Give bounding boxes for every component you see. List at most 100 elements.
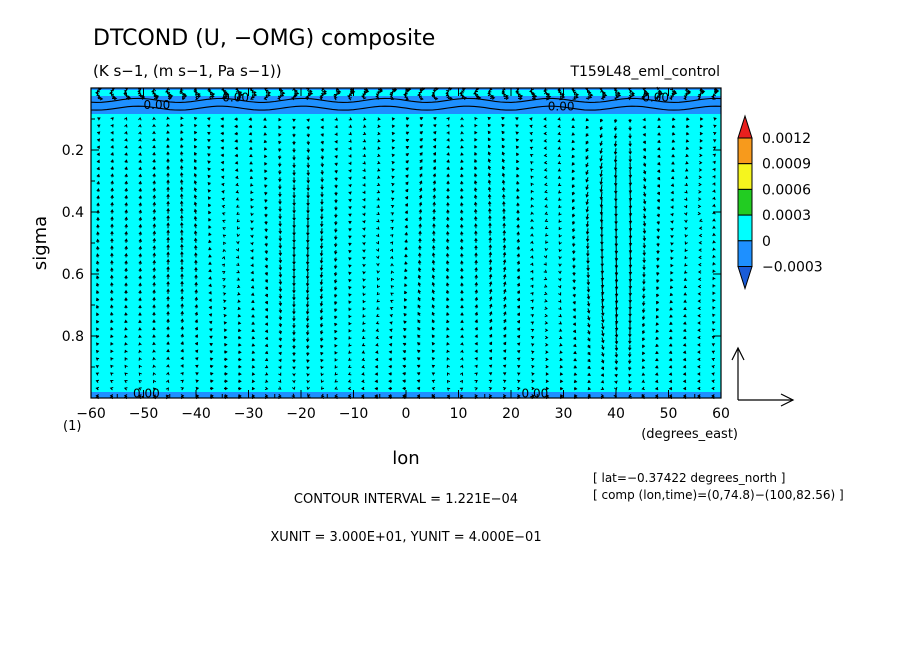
wind-vector-head [334, 372, 338, 376]
wind-vector-head [419, 89, 424, 93]
wind-vector-head [348, 124, 353, 128]
wind-vector-head [586, 296, 591, 300]
wind-vector-head [392, 89, 397, 93]
wind-vector-head [668, 357, 673, 362]
wind-vector-head [402, 364, 406, 369]
wind-vector-head [460, 267, 464, 272]
wind-vector-head [642, 295, 646, 300]
wind-vector-head [658, 93, 662, 97]
wind-vector-head [193, 123, 198, 128]
wind-vector-head [684, 175, 689, 179]
wind-vector-head [404, 268, 408, 272]
wind-vector-head [460, 312, 464, 316]
wind-vector-head [571, 132, 575, 136]
wind-vector-head [501, 151, 505, 156]
wind-vector-head [166, 200, 170, 205]
wind-vector-head [305, 268, 310, 273]
wind-vector-head [446, 334, 450, 339]
wind-vector-head [519, 94, 524, 99]
wind-vector-head [238, 365, 242, 369]
wind-vector-head [152, 296, 156, 301]
wind-vector-head [587, 324, 591, 328]
wind-vector-head [320, 141, 324, 145]
wind-vector [614, 162, 617, 170]
wind-vector-head [124, 117, 128, 121]
wind-vector-head [362, 212, 366, 217]
wind-vector-head [152, 223, 157, 227]
wind-vector-head [292, 338, 296, 343]
wind-vector-head [599, 134, 603, 139]
wind-vector-head [179, 90, 184, 94]
wind-vector-head [432, 187, 437, 191]
wind-vector-head [405, 167, 409, 171]
wind-vector-head [571, 221, 576, 226]
wind-vector [601, 293, 604, 302]
wind-vector-head [194, 296, 198, 301]
wind-vector-head [388, 372, 392, 376]
wind-vector-head [238, 372, 242, 376]
wind-vector-head [446, 357, 450, 361]
wind-vector-head [558, 197, 562, 201]
y-tick-label: 0.8 [62, 329, 84, 345]
run-name: T159L48_eml_control [569, 64, 720, 80]
wind-vector-head [124, 187, 128, 192]
wind-vector-head [698, 197, 702, 201]
wind-vector-head [362, 146, 367, 150]
wind-vector-head [220, 139, 224, 143]
wind-vector [600, 184, 603, 192]
wind-vector-head [587, 386, 592, 391]
wind-vector-head [180, 214, 184, 219]
wind-vector-head [152, 267, 156, 271]
wind-vector-head [517, 379, 521, 383]
wind-vector-head [207, 160, 211, 164]
wind-vector-head [558, 226, 562, 231]
wind-vector-head [265, 89, 269, 93]
wind-vector-head [559, 350, 563, 354]
wind-vector-head [405, 174, 409, 178]
wind-vector-head [306, 202, 310, 207]
wind-vector-head [166, 281, 170, 285]
y-tick-label: 0.6 [62, 267, 84, 283]
wind-vector-head [600, 298, 605, 303]
wind-vector-head [432, 173, 437, 177]
wind-vector-head [473, 180, 478, 184]
y-axis: 0.20.40.60.8 [62, 118, 721, 399]
wind-vector-head [306, 134, 310, 138]
wind-vector-head [362, 131, 367, 135]
wind-vector-head [431, 349, 435, 353]
wind-vector-head [306, 210, 310, 214]
wind-vector-head [377, 139, 381, 143]
wind-vector-head [460, 194, 464, 199]
wind-vector-head [292, 232, 296, 236]
wind-vector-head [460, 245, 464, 250]
wind-vector-head [699, 124, 704, 129]
wind-vector-head [166, 379, 170, 384]
wind-vector-head [491, 96, 496, 100]
wind-vector-head [110, 274, 114, 279]
wind-vector-head [166, 123, 170, 127]
wind-vector-head [124, 131, 128, 135]
wind-vector-head [138, 124, 142, 128]
wind-vector-head [614, 367, 618, 371]
wind-vector-head [682, 350, 687, 354]
wind-vector-head [628, 360, 632, 365]
wind-vector-head [502, 237, 507, 241]
wind-vector-head [138, 166, 142, 171]
wind-vector-head [586, 310, 591, 314]
wind-vector-head [642, 185, 647, 190]
wind-vector-head [348, 213, 352, 217]
wind-vector-head [238, 386, 242, 391]
wind-vector-head [193, 215, 198, 220]
wind-vector-head [543, 284, 548, 288]
wind-vector-head [292, 118, 296, 123]
wind-vector-head [712, 175, 716, 179]
wind-vector-head [516, 260, 521, 265]
wind-vector-head [138, 304, 142, 309]
wind-vector-head [238, 350, 242, 354]
wind-vector-head [684, 226, 688, 231]
wind-vector-head [110, 372, 114, 376]
wind-vector-head [488, 288, 493, 293]
wind-vector-head [671, 154, 675, 158]
wind-vector-head [264, 343, 269, 348]
wind-vector-head [306, 247, 310, 251]
